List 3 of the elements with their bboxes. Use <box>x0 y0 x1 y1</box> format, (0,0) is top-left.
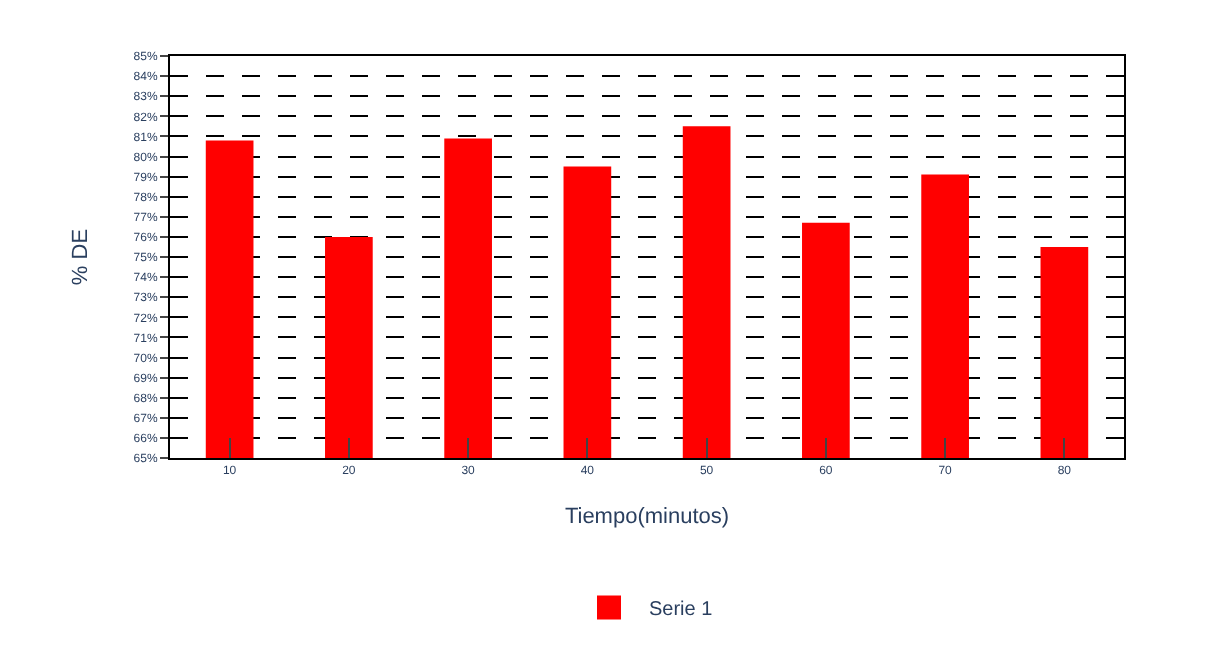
x-axis-title: Tiempo(minutos) <box>564 504 730 529</box>
y-axis-title: % DE <box>68 228 93 286</box>
legend-label: Serie 1 <box>649 599 714 622</box>
